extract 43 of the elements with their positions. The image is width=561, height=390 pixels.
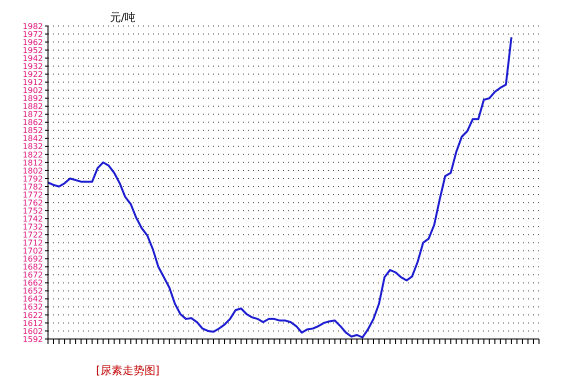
y-axis-title: 元/吨: [110, 10, 136, 25]
y-tick-label: 1882: [22, 102, 43, 112]
line-series: [48, 36, 512, 338]
y-tick-label: 1592: [22, 334, 43, 344]
y-tick-label: 1672: [22, 270, 43, 280]
y-tick-label: 1782: [22, 182, 43, 192]
y-tick-label: 1932: [22, 62, 43, 71]
y-tick-label: 1852: [22, 126, 43, 136]
y-tick-label: 1692: [22, 254, 43, 264]
y-tick-label: 1802: [22, 166, 43, 176]
y-tick-label: 1902: [22, 86, 43, 96]
y-tick-label: 1712: [22, 238, 43, 248]
y-tick-label: 1722: [22, 230, 43, 240]
y-tick-label: 1762: [22, 198, 43, 208]
y-tick-label: 1922: [22, 70, 43, 79]
y-tick-label: 1702: [22, 246, 43, 256]
y-tick-label: 1752: [22, 206, 43, 216]
y-tick-label: 1642: [22, 294, 43, 304]
y-tick-label: 1662: [22, 278, 43, 288]
y-tick-label: 1792: [22, 174, 43, 184]
y-tick-label: 1682: [22, 262, 43, 272]
y-tick-label: 1862: [22, 118, 43, 128]
text: [尿素走势图]: [96, 363, 160, 378]
y-tick-label: 1872: [22, 110, 43, 120]
y-tick-label: 1652: [22, 286, 43, 296]
y-tick-label: 1612: [22, 318, 43, 328]
y-tick-label: 1732: [22, 222, 43, 232]
y-tick-label: 1772: [22, 190, 43, 200]
y-tick-label: 1942: [22, 54, 43, 63]
y-tick-label: 1952: [22, 46, 43, 55]
y-tick-label: 1842: [22, 134, 43, 144]
y-tick-label: 1632: [22, 302, 43, 312]
y-tick-label: 1602: [22, 326, 43, 336]
y-tick-label: 1982: [22, 22, 43, 31]
y-tick-label: 1742: [22, 214, 43, 224]
y-tick-label: 1622: [22, 310, 43, 320]
y-tick-label: 1892: [22, 94, 43, 104]
y-tick-label: 1962: [22, 38, 43, 47]
y-tick-label: 1812: [22, 158, 43, 168]
y-tick-label: 1972: [22, 30, 43, 39]
y-tick-label: 1912: [22, 78, 43, 88]
y-tick-label: 1822: [22, 150, 43, 160]
y-tick-label: 1832: [22, 142, 43, 152]
